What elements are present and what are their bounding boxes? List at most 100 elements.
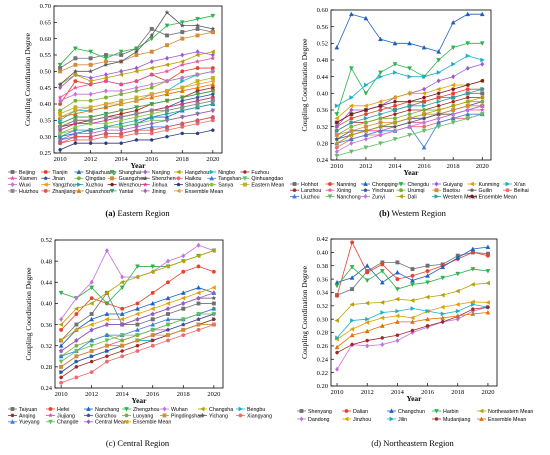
- western-point-chengdu: [450, 45, 456, 51]
- central-point-luoyang: [120, 338, 125, 343]
- northeastern-point-northeastern-mean: [379, 300, 385, 305]
- western-point-chongqing: [465, 11, 471, 17]
- western-point-guiyang: [465, 65, 470, 71]
- northeastern-point-northeastern-mean: [409, 298, 415, 303]
- central-legend-marker-pingdingshan: [162, 413, 167, 418]
- western-series-western-mean: [334, 86, 485, 134]
- caption-central: (c) Central Region: [0, 438, 275, 448]
- western-point-ensemble-mean: [422, 95, 427, 100]
- western-point-dali: [450, 103, 456, 109]
- eastern-legend-label-xuzhou: Xuzhou: [85, 183, 103, 189]
- central-point-nanchang: [165, 295, 171, 301]
- central-legend-item-zhengzhou: Zhengzhou: [122, 407, 160, 413]
- central-point-taiyuan: [196, 301, 201, 306]
- western-point-ensemble-mean: [378, 104, 383, 108]
- northeastern-series-jinzhou: [334, 299, 490, 342]
- northeastern-point-jilin: [350, 318, 355, 323]
- western-point-kunming: [450, 82, 456, 88]
- eastern-legend-marker-haikou: [176, 176, 181, 181]
- western-legend-marker-lanzhou: [292, 188, 297, 192]
- northeastern-legend-marker-jinzhou: [343, 416, 349, 422]
- eastern-point-yantai: [118, 108, 124, 114]
- eastern-series-yantai: [57, 88, 216, 127]
- central-legend-label-ganzhou: Ganzhou: [95, 413, 117, 419]
- central-series-hefei: [59, 264, 216, 332]
- central-point-nanchang: [89, 316, 95, 322]
- caption-western: (b) Western Region: [275, 208, 550, 218]
- western-point-nanning: [393, 103, 397, 108]
- eastern-point-shanghai: [73, 46, 78, 51]
- western-legend-item-yinchuan: Yinchuan: [361, 188, 394, 194]
- eastern-point-shanghai: [195, 17, 200, 22]
- central-legend-marker-zhengzhou: [124, 407, 129, 412]
- eastern-legend-item-shanghai: Shanghai: [107, 170, 141, 176]
- northeastern-point-changchun: [349, 275, 355, 280]
- western-y-tick-label: 0.44: [317, 74, 329, 81]
- central-legend-label-anqing: Anqing: [19, 413, 36, 419]
- eastern-legend-marker-jining: [143, 188, 148, 194]
- northeastern-point-jilin: [395, 308, 400, 314]
- central-point-pingdingshan: [181, 327, 186, 332]
- eastern-point-jining: [88, 130, 93, 136]
- northeastern-point-mudanjiang: [410, 328, 415, 333]
- eastern-y-tick-label: 0.55: [40, 52, 51, 59]
- eastern-point-xuzhou: [195, 104, 201, 110]
- eastern-point-qingdao: [73, 98, 78, 103]
- western-point-kunming: [407, 90, 412, 96]
- western-legend-marker-urumqi: [399, 188, 403, 193]
- western-x-axis-title: Year: [404, 168, 420, 177]
- eastern-point-xuzhou: [165, 111, 170, 117]
- central-legend-label-changde: Changde: [57, 420, 79, 426]
- eastern-x-tick-label: 2020: [206, 156, 219, 163]
- central-point-changsha: [211, 248, 216, 253]
- northeastern-point-harbin: [455, 271, 461, 277]
- central-x-tick-label: 2010: [55, 391, 68, 398]
- western-series-xi-an: [334, 53, 485, 109]
- central-point-hefei: [74, 312, 79, 316]
- eastern-point-wuxi: [88, 91, 93, 97]
- central-point-changsha: [196, 253, 201, 259]
- western-point-dali: [363, 128, 368, 134]
- northeastern-legend-marker-harbin: [434, 409, 439, 414]
- western-point-guilin: [392, 124, 398, 129]
- central-point-ganzhou: [74, 359, 79, 364]
- western-legend-marker-beihai: [505, 188, 510, 193]
- central-point-anqing: [135, 344, 140, 348]
- eastern-point-guangzhou: [134, 53, 139, 57]
- central-point-ensemble-mean: [150, 306, 155, 312]
- western-legend-label-hohhot: Hohhot: [301, 182, 319, 188]
- western-point-western-mean: [349, 120, 354, 125]
- eastern-legend-label-haikou: Haikou: [185, 176, 202, 182]
- eastern-point-jining: [149, 121, 154, 127]
- northeastern-point-dalian: [485, 253, 490, 258]
- northeastern-point-jinzhou: [485, 300, 490, 305]
- northeastern-point-changchun: [455, 255, 461, 260]
- western-point-dali: [465, 99, 470, 105]
- northeastern-legend-marker-dandong: [299, 416, 304, 422]
- western-point-chongqing: [349, 11, 354, 17]
- eastern-legend-item-wenzhou: Wenzhou: [107, 183, 141, 189]
- eastern-point-yantai: [73, 115, 78, 120]
- eastern-legend-label-hangzhou: Hangzhou: [185, 170, 209, 176]
- western-point-chengdu: [479, 41, 485, 46]
- eastern-legend-marker-xuzhou: [76, 182, 82, 187]
- western-legend-item-nanning: Nanning: [325, 182, 356, 188]
- central-point-changde: [104, 338, 110, 343]
- northeastern-series-mudanjiang: [335, 305, 490, 355]
- eastern-series-hangzhou: [57, 49, 215, 87]
- western-point-zunyi: [407, 124, 412, 130]
- central-x-tick-label: 2012: [85, 391, 98, 398]
- central-y-tick-label: 0.48: [41, 258, 52, 265]
- eastern-point-beijing: [180, 30, 185, 35]
- central-point-wuhan: [196, 242, 201, 248]
- eastern-point-sanya: [103, 121, 108, 126]
- western-point-zunyi: [393, 128, 397, 134]
- eastern-point-shaoguan: [210, 128, 215, 132]
- western-legend-marker-yinchuan: [363, 188, 368, 192]
- central-legend-item-nanchang: Nanchang: [84, 406, 119, 413]
- western-legend-marker-xining: [327, 187, 333, 193]
- eastern-legend-marker-shaoguan: [176, 182, 181, 187]
- central-point-wuhan: [59, 316, 64, 322]
- central-point-central-mean: [135, 316, 140, 322]
- western-x-tick-label: 2018: [447, 163, 460, 170]
